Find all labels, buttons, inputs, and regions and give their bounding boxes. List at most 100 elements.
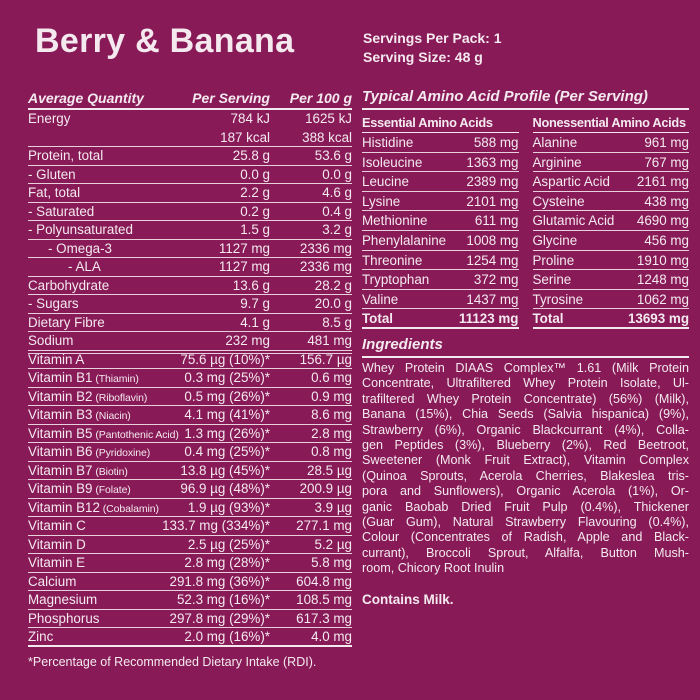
row-per-100g: 5.8 mg (311, 555, 352, 570)
amino-name: Isoleucine (362, 154, 423, 170)
amino-row: Cysteine 438 mg (532, 192, 689, 212)
row-label-note: (Riboflavin) (92, 391, 148, 404)
ingredients-line: Concentrate, Ultrafiltered Whey Protein … (362, 376, 689, 391)
row-label-note: (Niacin) (92, 410, 131, 422)
amino-profile-title: Typical Amino Acid Profile (Per Serving) (362, 88, 689, 110)
table-row: Fat, total 2.2 g 4.6 g (28, 184, 352, 203)
table-row: 187 kcal 388 kcal (28, 129, 352, 147)
amino-value: 456 mg (644, 232, 689, 248)
amino-row: Phenylalanine 1008 mg (362, 231, 519, 251)
amino-row: Arginine 767 mg (532, 153, 689, 173)
product-title: Berry & Banana (35, 22, 295, 60)
row-label: Vitamin B1 (Thiamin) (28, 370, 139, 385)
amino-row: Lysine 2101 mg (362, 192, 519, 212)
row-label: - Saturated (28, 203, 95, 219)
row-per-serving: 1.9 µg (93%)* (187, 499, 270, 515)
row-per-serving: 4.1 g (240, 314, 270, 330)
row-per-serving: 232 mg (225, 333, 270, 348)
row-per-100g: 4.0 mg (311, 629, 352, 644)
row-label: Sodium (28, 333, 74, 348)
row-label: Vitamin B6 (Pyridoxine) (28, 444, 151, 459)
amino-name: Histidine (362, 135, 414, 150)
row-per-100g: 53.6 g (314, 148, 352, 163)
row-label: Vitamin B7 (Biotin) (28, 462, 128, 478)
table-row: Protein, total 25.8 g 53.6 g (28, 147, 352, 166)
row-per-serving: 133.7 mg (334%)* (162, 518, 270, 533)
row-label: Vitamin A (28, 351, 85, 367)
amino-value: 767 mg (644, 154, 689, 170)
amino-row: Isoleucine 1363 mg (362, 153, 519, 173)
ingredients-line: Banana (15%), Chia Seeds (Salvia hispani… (362, 407, 689, 422)
row-label: Vitamin B5 (Pantothenic Acid) (28, 425, 179, 441)
amino-row: Glycine 456 mg (532, 231, 689, 251)
amino-value: 588 mg (473, 135, 519, 150)
row-label: Vitamin B9 (Folate) (28, 481, 131, 496)
row-per-100g: 200.9 µg (299, 481, 352, 496)
amino-total-row: Total 13693 mg (532, 309, 689, 329)
row-per-serving: 2.0 mg (16%)* (184, 629, 270, 644)
amino-total-row: Total 11123 mg (362, 309, 519, 329)
row-per-100g: 0.6 mg (311, 370, 352, 385)
row-per-100g: 0.0 g (322, 166, 352, 182)
row-label: Vitamin B2 (Riboflavin) (28, 388, 148, 404)
row-label-note: (Pantothenic Acid) (92, 428, 179, 441)
amino-row: Aspartic Acid 2161 mg (532, 172, 689, 192)
amino-total-label: Total (532, 311, 564, 327)
amino-row: Serine 1248 mg (532, 270, 689, 290)
ingredients-line: Whey Protein DIAAS Complex™ 1.61 (Milk P… (362, 360, 689, 375)
ingredients-title: Ingredients (362, 336, 689, 358)
ingredients-line: pora and Sunflowers), Organic Acerola (1… (362, 484, 689, 499)
amino-name: Methionine (362, 213, 428, 229)
right-column: Typical Amino Acid Profile (Per Serving)… (362, 88, 689, 607)
table-row: Carbohydrate 13.6 g 28.2 g (28, 277, 352, 295)
amino-row: Tryptophan 372 mg (362, 270, 519, 290)
servings-per-pack: Servings Per Pack: 1 (363, 30, 502, 46)
table-row: Vitamin B7 (Biotin) 13.8 µg (45%)* 28.5 µg (28, 462, 352, 480)
row-per-serving: 2.2 g (240, 185, 270, 200)
ingredients-line: Colour (Concentrates of Radish, Apple an… (362, 530, 689, 545)
amino-row: Alanine 961 mg (532, 133, 689, 153)
row-per-serving: 187 kcal (220, 129, 270, 145)
row-label-note: (Thiamin) (92, 373, 139, 385)
nutrition-table-header: Average Quantity Per Serving Per 100 g (28, 88, 352, 110)
amino-total-value: 11123 mg (458, 311, 519, 327)
amino-tables: Essential Amino Acids Histidine 588 mg Isol… (362, 113, 689, 329)
row-label: Zinc (28, 629, 54, 644)
ingredients-line: trafiltered Whey Protein Concentrate) (5… (362, 391, 689, 406)
row-per-100g: 8.6 mg (311, 407, 352, 422)
contains-statement: Contains Milk. (362, 591, 454, 607)
row-per-serving: 13.8 µg (45%)* (180, 462, 270, 478)
table-row: Magnesium 52.3 mg (16%)* 108.5 mg (28, 591, 352, 610)
row-label: Vitamin E (28, 555, 86, 570)
row-label: Calcium (28, 573, 77, 589)
row-per-100g: 3.9 µg (314, 499, 353, 515)
amino-value: 1437 mg (466, 291, 519, 307)
nutrition-table: Average Quantity Per Serving Per 100 g E… (28, 88, 352, 647)
ingredients-line: gen Peptides (3%), Blueberry (2%), Red B… (362, 437, 689, 452)
amino-row: Glutamic Acid 4690 mg (532, 211, 689, 231)
nutrition-rows: Energy 784 kJ 1625 kJ 187 kcal 388 kcal Prote… (28, 110, 352, 647)
row-per-100g: 617.3 mg (296, 610, 352, 626)
table-row: Vitamin B6 (Pyridoxine) 0.4 mg (25%)* 0.8 … (28, 443, 352, 462)
table-row: Vitamin B5 (Pantothenic Acid) 1.3 mg (26%… (28, 425, 352, 443)
table-row: - Saturated 0.2 g 0.4 g (28, 203, 352, 221)
row-per-serving: 291.8 mg (36%)* (169, 573, 270, 589)
row-per-100g: 0.8 mg (311, 444, 352, 459)
amino-value: 2389 mg (466, 174, 519, 190)
amino-row: Valine 1437 mg (362, 290, 519, 310)
table-row: Vitamin B12 (Cobalamin) 1.9 µg (93%)* 3.9 … (28, 499, 353, 517)
row-per-serving: 784 kJ (230, 111, 270, 126)
row-per-100g: 3.2 g (322, 222, 352, 237)
row-per-serving: 1127 mg (218, 259, 270, 274)
row-per-serving: 0.4 mg (25%)* (184, 444, 270, 459)
amino-value: 1254 mg (466, 252, 519, 268)
row-label: - Polyunsaturated (28, 222, 133, 237)
amino-name: Valine (362, 291, 399, 307)
amino-name: Tryptophan (362, 272, 430, 288)
row-per-100g: 0.9 mg (311, 388, 352, 404)
row-label-note: (Biotin) (92, 465, 128, 478)
row-per-100g: 0.4 g (322, 203, 352, 219)
row-label: Phosphorus (28, 610, 100, 626)
amino-name: Lysine (362, 193, 401, 209)
